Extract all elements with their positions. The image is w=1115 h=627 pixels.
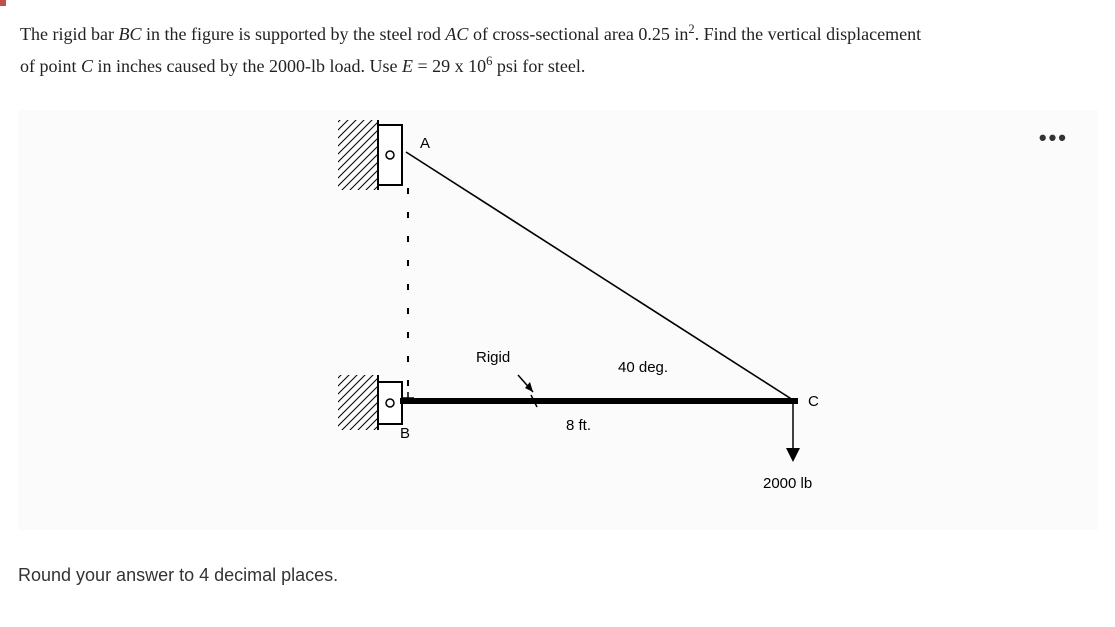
txt: of point bbox=[20, 56, 81, 76]
txt: . Find the vertical displacement bbox=[695, 24, 921, 44]
var-c: C bbox=[81, 56, 93, 76]
var-ac: AC bbox=[445, 24, 468, 44]
txt: in inches caused by the 2000-lb load. Us… bbox=[93, 56, 402, 76]
instruction-text: Round your answer to 4 decimal places. bbox=[18, 565, 338, 586]
txt: psi for steel. bbox=[492, 56, 585, 76]
label-C: C bbox=[808, 393, 819, 410]
txt: = 29 x 10 bbox=[413, 56, 486, 76]
label-B: B bbox=[400, 425, 410, 442]
var-bc: BC bbox=[118, 24, 141, 44]
section-marker bbox=[0, 0, 6, 6]
more-icon[interactable]: ••• bbox=[1039, 125, 1068, 151]
label-angle: 40 deg. bbox=[618, 359, 668, 376]
page-root: The rigid bar BC in the figure is suppor… bbox=[0, 0, 1115, 627]
label-A: A bbox=[420, 135, 430, 152]
txt: The rigid bar bbox=[20, 24, 118, 44]
beam-diagram: A B C Rigid 40 deg. 8 ft. 2000 lb bbox=[318, 110, 838, 510]
txt: in the figure is supported by the steel … bbox=[141, 24, 445, 44]
txt: of cross-sectional area 0.25 in bbox=[468, 24, 688, 44]
problem-statement: The rigid bar BC in the figure is suppor… bbox=[20, 18, 1100, 83]
label-span: 8 ft. bbox=[566, 417, 591, 434]
figure-area: ••• bbox=[18, 110, 1098, 530]
label-load: 2000 lb bbox=[763, 475, 812, 492]
label-rigid: Rigid bbox=[476, 349, 510, 366]
var-e: E bbox=[402, 56, 413, 76]
